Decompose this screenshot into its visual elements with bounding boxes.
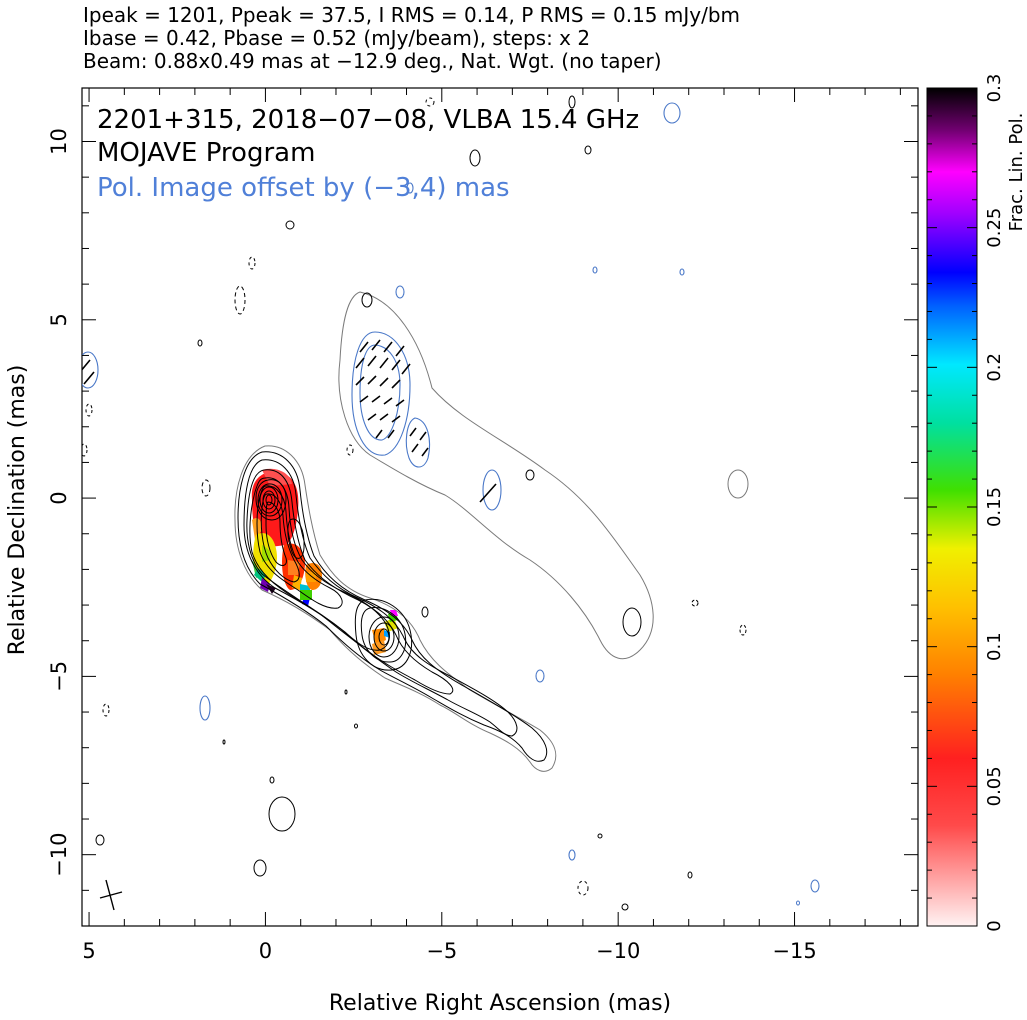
header-line-3: Beam: 0.88x0.49 mas at −12.9 deg., Nat. …	[83, 49, 662, 73]
colorbar-tick-label: 0	[984, 920, 1005, 931]
x-tick-labels: 5 0 −5 −10 −15	[82, 939, 816, 963]
y-tick-label: 0	[47, 491, 71, 504]
colorbar-tick-label: 0.3	[984, 74, 1005, 103]
y-tick-label: −5	[47, 661, 71, 692]
x-tick-label: −10	[596, 939, 640, 963]
pol-offset-label: Pol. Image offset by (−3,4) mas	[97, 173, 510, 203]
y-tick-label: 5	[47, 313, 71, 326]
fractional-polarization-pixels	[251, 468, 398, 655]
y-tick-label: 10	[47, 128, 71, 155]
colorbar-tick-label: 0.2	[984, 353, 1005, 382]
beam-symbol	[99, 879, 123, 911]
colorbar-tick-labels: 0 0.05 0.1 0.15 0.2 0.25 0.3	[984, 74, 1005, 932]
x-tick-label: 5	[82, 939, 95, 963]
header-line-2: Ibase = 0.42, Pbase = 0.52 (mJy/beam), s…	[83, 26, 591, 50]
axis-ticks	[82, 88, 918, 927]
colorbar-ticks	[927, 87, 977, 927]
y-tick-labels: 10 5 0 −5 −10	[47, 128, 71, 877]
colorbar-tick-label: 0.05	[984, 766, 1005, 806]
evpa-vectors	[82, 339, 497, 503]
polarization-contours	[82, 102, 820, 906]
y-axis-label: Relative Declination (mas)	[5, 365, 30, 656]
total-intensity-contours	[82, 95, 747, 911]
header-line-1: Ipeak = 1201, Ppeak = 37.5, I RMS = 0.14…	[83, 3, 741, 27]
colorbar-label: Frac. Lin. Pol.	[1006, 113, 1027, 232]
y-tick-label: −10	[47, 833, 71, 877]
colorbar-tick-label: 0.25	[984, 208, 1005, 248]
x-tick-label: 0	[259, 939, 272, 963]
source-title: 2201+315, 2018−07−08, VLBA 15.4 GHz	[97, 105, 639, 135]
colorbar-tick-label: 0.15	[984, 487, 1005, 527]
program-label: MOJAVE Program	[97, 138, 315, 168]
plot-frame	[81, 87, 919, 927]
x-axis-label: Relative Right Ascension (mas)	[329, 991, 671, 1016]
colorbar-tick-label: 0.1	[984, 632, 1005, 661]
x-tick-label: −15	[772, 939, 816, 963]
x-tick-label: −5	[426, 939, 457, 963]
